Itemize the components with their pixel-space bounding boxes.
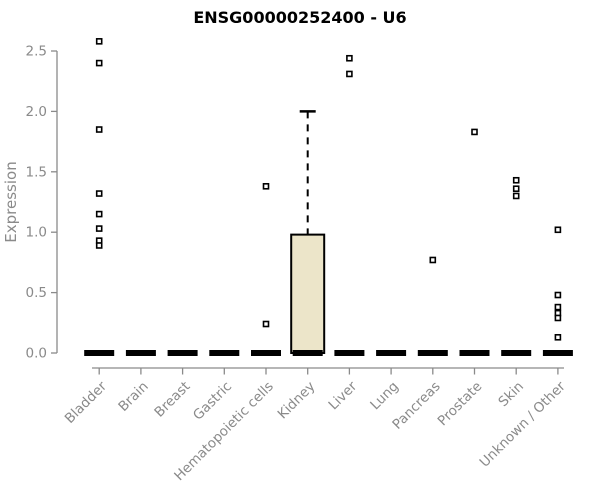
outlier-point [262,182,270,190]
category-label: Prostate [435,379,486,430]
median-bar [417,350,448,356]
category-label: Kidney [275,379,319,423]
chart-title: ENSG00000252400 - U6 [193,8,407,27]
y-tick-label: 2.0 [26,104,47,120]
category-label: Lung [367,379,402,414]
outlier-point [512,185,520,193]
median-bar [292,350,323,356]
outlier-point [554,333,562,341]
outlier-point [262,320,270,328]
median-bar [334,350,365,356]
outlier-point [95,242,103,249]
median-bar [542,350,573,356]
median-bar [251,350,281,356]
category-label: Breast [151,379,193,421]
median-bar [167,350,198,356]
median-bar [125,350,156,356]
outlier-point [95,59,103,67]
outlier-point [95,126,103,133]
outlier-point [554,303,562,311]
y-tick-label: 0.0 [26,346,47,362]
y-tick-label: 0.5 [26,285,47,301]
outlier-point [554,314,562,322]
outlier-point [554,226,562,234]
median-bar [209,350,240,356]
y-tick-label: 2.5 [26,44,47,60]
outlier-point [95,38,103,45]
outlier-point [346,70,353,78]
outlier-point [346,54,353,62]
outlier-point [429,256,437,264]
median-bar [376,350,407,356]
median-bar [459,350,490,356]
y-tick-label: 1.5 [26,164,47,180]
median-bar [501,350,532,356]
outlier-point [512,176,520,184]
outlier-point [95,225,103,232]
outlier-point [471,128,478,136]
outlier-point [95,190,103,197]
y-tick-label: 1.0 [26,225,47,241]
outlier-point [95,210,103,218]
outlier-point [512,192,520,200]
median-bar [84,350,115,356]
category-label: Liver [325,378,360,413]
outlier-point [554,291,562,299]
category-label: Skin [495,379,527,411]
y-axis-label: Expression [2,161,20,243]
category-label: Bladder [62,378,111,427]
category-label: Brain [115,379,151,415]
box [290,233,326,354]
